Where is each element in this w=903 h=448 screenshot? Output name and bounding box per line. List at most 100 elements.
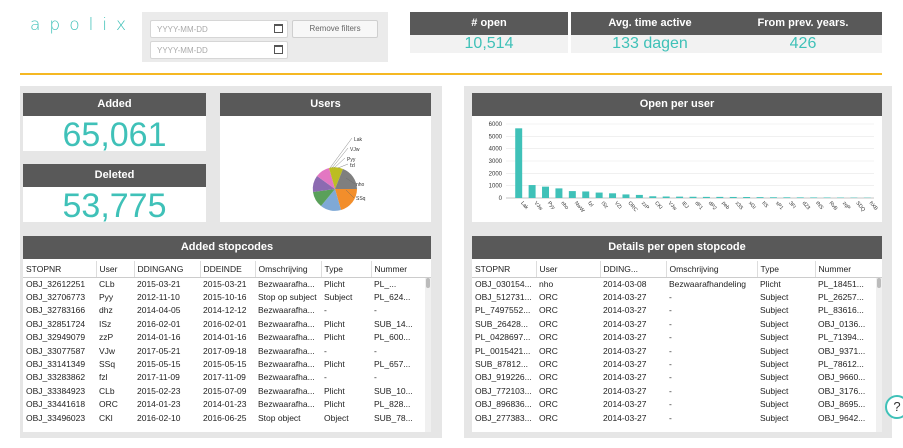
column-header[interactable]: DDINGANG (134, 261, 201, 278)
column-header[interactable]: DDING... (600, 261, 667, 278)
added-card: Added 65,061 (23, 93, 206, 154)
column-header[interactable]: STOPNR (472, 261, 537, 278)
bar[interactable] (769, 197, 777, 198)
table-cell: OBJ_33077587 (26, 345, 86, 356)
pie-label: VJw (350, 147, 360, 153)
date-to-input[interactable]: YYYY-MM-DD (150, 41, 288, 59)
bar[interactable] (796, 197, 804, 198)
table-cell: Plicht (324, 278, 345, 289)
table-cell: OBJ_9642... (818, 412, 866, 423)
table-row[interactable]: OBJ_32851724 ISz 2016-02-01 2016-02-01 Bezwa… (23, 317, 431, 330)
table-row[interactable]: OBJ_896836... ORC 2014-03-27 - Subject OBJ_86… (472, 398, 882, 411)
bar[interactable] (622, 194, 630, 198)
details-stopcode-card: Details per open stopcode STOPNR User DDIN… (472, 236, 882, 432)
x-tick-label: CKl (653, 200, 663, 210)
bar[interactable] (810, 197, 818, 198)
pie-slice[interactable] (329, 167, 343, 189)
table-cell: OBJ_277383... (475, 412, 532, 423)
scrollbar[interactable] (425, 278, 431, 432)
table-row[interactable]: OBJ_919226... ORC 2014-03-27 - Subject OBJ_96… (472, 371, 882, 384)
table-row[interactable]: OBJ_512731... ORC 2014-03-27 - Subject PL_262… (472, 290, 882, 303)
x-tick-label: peb (720, 200, 730, 211)
x-tick-label: VJw (667, 200, 678, 212)
bar[interactable] (595, 192, 603, 198)
table-row[interactable]: OBJ_32949079 zzP 2014-01-16 2014-01-16 Bezwa… (23, 331, 431, 344)
bar[interactable] (515, 128, 523, 198)
pie-slice[interactable] (313, 189, 335, 206)
table-row[interactable]: PL_0015421... ORC 2014-03-27 - Subject OBJ_93… (472, 344, 882, 357)
pie-slice[interactable] (335, 189, 357, 210)
table-row[interactable]: OBJ_33384923 CLb 2015-02-23 2015-07-09 Bezwa… (23, 384, 431, 397)
pie-label: Pyy (347, 157, 356, 163)
pie-slice[interactable] (335, 169, 357, 189)
bar[interactable] (743, 197, 751, 198)
remove-filters-button[interactable]: Remove filters (292, 20, 378, 38)
x-tick-label: z3S (734, 200, 745, 211)
scrollbar[interactable] (876, 278, 882, 432)
table-cell: PL_83616... (818, 305, 864, 316)
table-cell: PL_26257... (818, 292, 864, 303)
bar[interactable] (756, 197, 764, 198)
table-cell: - (324, 372, 327, 383)
table-cell: Plicht (324, 318, 345, 329)
bar[interactable] (662, 196, 670, 198)
table-cell: PL_71394... (818, 332, 864, 343)
table-cell: OBJ_33384923 (26, 385, 86, 396)
column-header[interactable]: Nummer (815, 261, 882, 278)
bar[interactable] (582, 191, 590, 198)
calendar-icon[interactable] (274, 24, 283, 33)
help-icon[interactable]: ? (885, 395, 903, 419)
bar[interactable] (568, 191, 576, 198)
table-row[interactable]: OBJ_33496023 CKl 2016-02-10 2016-06-25 Stop … (23, 411, 431, 424)
table-row[interactable]: SUB_26428... ORC 2014-03-27 - Subject OBJ_013… (472, 317, 882, 330)
table-row[interactable]: OBJ_277383... ORC 2014-03-27 - Subject OBJ_96… (472, 411, 882, 424)
date-from-input[interactable]: YYYY-MM-DD (150, 20, 288, 38)
table-row[interactable]: OBJ_33283862 fzl 2017-11-09 2017-11-09 Bezwa… (23, 371, 431, 384)
column-header[interactable]: DDEINDE (200, 261, 256, 278)
column-header[interactable]: Nummer (371, 261, 431, 278)
table-cell: PL_78612... (818, 359, 864, 370)
table-row[interactable]: SUB_87812... ORC 2014-03-27 - Subject PL_7861… (472, 357, 882, 370)
pie-slice[interactable] (321, 189, 341, 211)
scrollbar-thumb[interactable] (426, 278, 430, 288)
bar[interactable] (702, 196, 710, 198)
bar[interactable] (542, 186, 550, 198)
calendar-icon[interactable] (274, 45, 283, 54)
table-cell: - (324, 305, 327, 316)
table-row[interactable]: OBJ_030154... nho 2014-03-08 Bezwaarafhande… (472, 277, 882, 290)
column-header[interactable]: User (96, 261, 135, 278)
bar[interactable] (555, 188, 563, 198)
x-tick-label: 3FI (787, 200, 796, 210)
column-header[interactable]: Omschrijving (255, 261, 322, 278)
scrollbar-thumb[interactable] (877, 278, 881, 288)
table-cell: PL_828... (374, 399, 411, 410)
table-cell: OBJ_8695... (818, 399, 866, 410)
table-row[interactable]: PL_0428697... ORC 2014-03-27 - Subject PL_713… (472, 331, 882, 344)
table-row[interactable]: PL_7497552... ORC 2014-03-27 - Subject PL_836… (472, 304, 882, 317)
column-header[interactable]: Type (321, 261, 372, 278)
table-row[interactable]: OBJ_772103... ORC 2014-03-27 - Subject OBJ_31… (472, 384, 882, 397)
page-scroll-gutter (893, 0, 903, 448)
table-row[interactable]: OBJ_33077587 VJw 2017-05-21 2017-09-18 Bezwa… (23, 344, 431, 357)
bar[interactable] (689, 196, 697, 198)
column-header[interactable]: Type (757, 261, 816, 278)
table-row[interactable]: OBJ_33441618 ORC 2014-01-23 2014-01-23 Bezwa… (23, 398, 431, 411)
bar[interactable] (649, 196, 657, 198)
table-cell: 2014-03-27 (603, 385, 647, 396)
table-cell: ORC (99, 399, 118, 410)
bar[interactable] (635, 194, 643, 198)
bar[interactable] (716, 196, 724, 198)
bar[interactable] (528, 185, 536, 198)
bar[interactable] (609, 193, 617, 198)
pie-slice[interactable] (312, 176, 335, 192)
table-row[interactable]: OBJ_32783166 dhz 2014-04-05 2014-12-12 Bezwa… (23, 304, 431, 317)
column-header[interactable]: STOPNR (23, 261, 97, 278)
bar[interactable] (676, 196, 684, 198)
bar[interactable] (729, 196, 737, 198)
table-row[interactable]: OBJ_33141349 SSq 2015-05-15 2015-05-15 Bezwa… (23, 357, 431, 370)
table-row[interactable]: OBJ_32612251 CLb 2015-03-21 2015-03-21 Bezwa… (23, 277, 431, 290)
table-row[interactable]: OBJ_32706773 Pyy 2012-11-10 2015-10-16 Stop … (23, 290, 431, 303)
bar[interactable] (783, 197, 791, 198)
column-header[interactable]: Omschrijving (666, 261, 758, 278)
column-header[interactable]: User (536, 261, 601, 278)
